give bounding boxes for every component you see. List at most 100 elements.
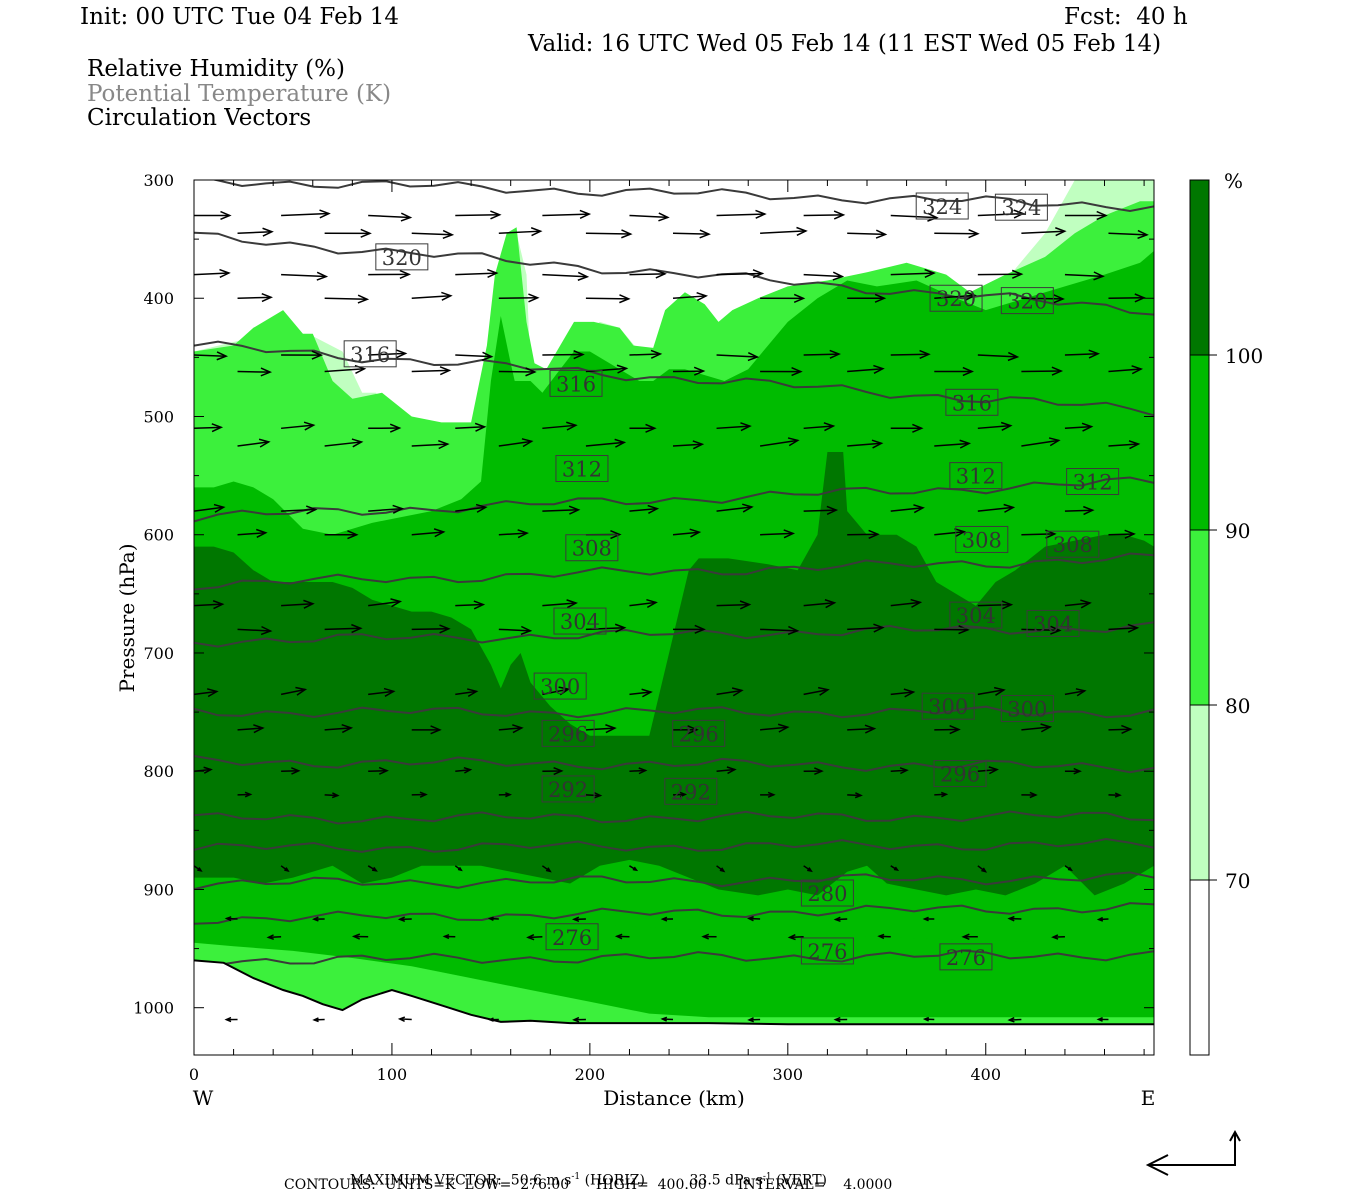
vector-shaft	[237, 727, 263, 731]
vector-arrow	[411, 440, 450, 450]
vector-arrow	[281, 767, 301, 775]
colorbar-tick-label: 100	[1225, 344, 1263, 368]
vector-head	[787, 437, 800, 447]
theta-contour-284	[194, 871, 1154, 891]
vector-arrow	[672, 366, 706, 376]
vector-head	[922, 1016, 930, 1022]
vector-arrow	[716, 600, 752, 610]
vector-arrow	[498, 625, 533, 635]
theta-label-box	[672, 719, 726, 747]
vector-shaft	[1064, 425, 1092, 430]
theta-contour-316	[194, 340, 1154, 417]
vector-shaft	[368, 352, 406, 356]
vector-arrow	[847, 529, 880, 539]
vector-arrow	[224, 916, 238, 922]
x-tick-label: 0	[189, 1065, 199, 1084]
vector-shaft	[498, 440, 532, 447]
vector-arrow	[977, 865, 988, 873]
vector-arrow	[701, 933, 717, 940]
vector-shaft	[411, 443, 448, 447]
vector-arrow	[614, 933, 630, 940]
vector-arrow	[1096, 916, 1109, 922]
vector-arrow	[542, 421, 578, 431]
vector-shaft	[629, 769, 646, 772]
vector-shaft	[847, 232, 886, 236]
vector-arrow	[716, 687, 744, 697]
vector-arrow	[237, 367, 273, 377]
theta-label-box	[945, 388, 999, 416]
vector-shaft	[324, 297, 368, 301]
vector-head	[619, 294, 631, 304]
vector-shaft	[1108, 232, 1147, 236]
vector-arrow	[397, 916, 412, 922]
theta-contour-304	[194, 621, 1154, 648]
vector-arrow	[934, 625, 970, 635]
vector-arrow	[542, 271, 590, 281]
vector-shaft	[542, 424, 576, 430]
vector-head	[203, 766, 213, 774]
vector-shaft	[934, 232, 978, 235]
vector-head	[341, 723, 354, 734]
vector-arrow	[747, 1017, 761, 1023]
vector-head	[244, 791, 253, 798]
vector-head	[693, 366, 706, 376]
theta-label: 316	[549, 369, 603, 397]
vector-head	[826, 505, 839, 515]
vector-head	[1127, 623, 1140, 633]
vector-head	[305, 505, 318, 515]
vector-head	[442, 934, 450, 940]
theta-label-text: 292	[671, 780, 711, 804]
vector-arrow	[280, 686, 308, 696]
vector-arrow	[312, 1017, 325, 1023]
colorbar-frame	[1189, 179, 1210, 1056]
vector-arrow	[411, 791, 428, 798]
theta-label: 320	[1000, 287, 1054, 315]
vector-head	[1055, 227, 1067, 237]
vector-shaft	[629, 691, 651, 696]
theta-label-text: 276	[552, 926, 592, 950]
vector-head	[965, 291, 977, 301]
vector-shaft	[847, 626, 883, 631]
vector-arrow	[1021, 366, 1064, 376]
vector-head	[520, 625, 533, 635]
vector-shaft	[847, 442, 882, 447]
vector-head	[255, 528, 268, 538]
theta-label: 324	[915, 192, 969, 220]
theta-label-box	[939, 943, 993, 971]
theta-label: 304	[553, 607, 607, 635]
vector-head	[1053, 294, 1065, 304]
vector-shaft	[1021, 230, 1065, 234]
y-tick-label: 400	[143, 289, 174, 308]
vector-head	[400, 212, 413, 222]
vector-arrow	[1108, 229, 1149, 240]
theta-label: 320	[929, 284, 983, 312]
theta-label: 300	[921, 692, 975, 720]
vector-arrow	[1051, 934, 1065, 940]
vector-arrow	[716, 503, 754, 513]
vector-head	[777, 723, 790, 733]
theta-label-box	[343, 340, 397, 368]
vector-head	[1048, 437, 1061, 447]
vector-arrow	[194, 503, 226, 513]
vector-arrow	[455, 688, 479, 697]
vector-shaft	[237, 296, 272, 299]
vector-arrow	[934, 791, 949, 798]
vector-arrow	[281, 505, 318, 515]
vector-head	[224, 1016, 232, 1023]
theta-label-box	[545, 923, 599, 951]
vector-arrow	[847, 792, 863, 799]
vector-head	[530, 227, 543, 237]
theta-label-text: 300	[928, 695, 968, 719]
vector-shaft	[760, 532, 794, 536]
colorbar-tick-label: 90	[1225, 519, 1250, 543]
vector-shaft	[629, 601, 657, 607]
vector-head	[490, 210, 502, 220]
vector-arrow	[411, 624, 451, 634]
vector-arrow	[1108, 529, 1136, 539]
vector-arrow	[803, 767, 824, 776]
theta-label-text: 296	[679, 722, 719, 746]
vector-arrow	[890, 268, 936, 279]
vector-shaft	[368, 690, 394, 696]
vector-head	[566, 599, 578, 609]
